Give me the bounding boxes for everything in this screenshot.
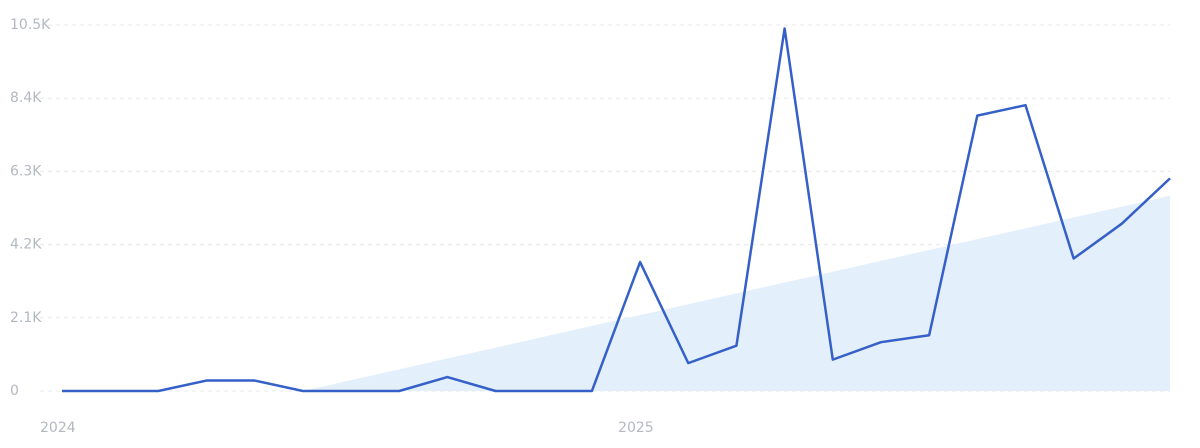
y-tick-label: 10.5K [10,17,51,33]
x-tick-label: 2025 [618,420,654,436]
line [62,27,1171,393]
y-tick-label: 8.4K [10,90,42,106]
y-tick-label: 6.3K [10,163,42,179]
x-tick-label: 2024 [40,420,76,436]
y-tick-label: 0 [10,383,19,399]
y-tick-label: 4.2K [10,237,42,253]
trend-area [302,195,1170,391]
y-tick-label: 2.1K [10,310,42,326]
